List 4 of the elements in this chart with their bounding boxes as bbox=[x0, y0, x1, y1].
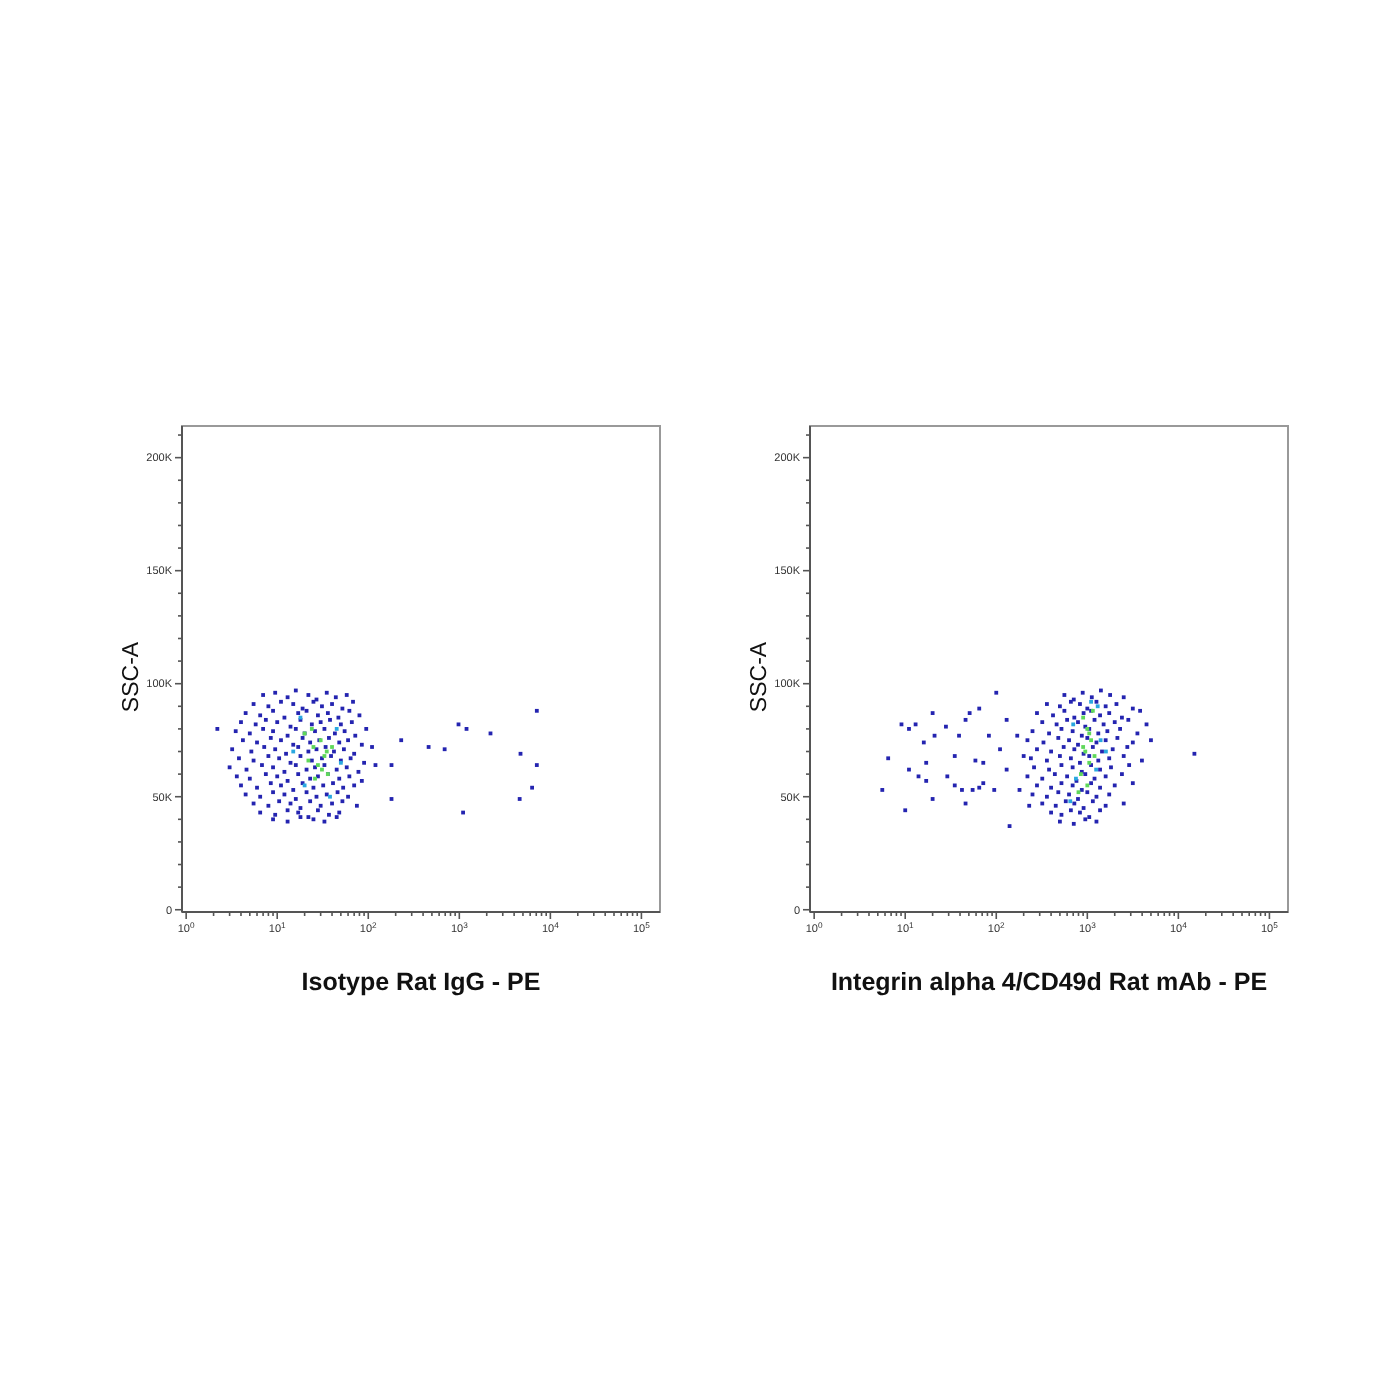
y-axis-title: SSC-A bbox=[120, 641, 144, 713]
x-axis-title: Isotype Rat IgG - PE bbox=[301, 968, 541, 996]
y-axis-title: SSC-A bbox=[748, 641, 772, 713]
x-axis-title: Integrin alpha 4/CD49d Rat mAb - PE bbox=[830, 968, 1268, 996]
